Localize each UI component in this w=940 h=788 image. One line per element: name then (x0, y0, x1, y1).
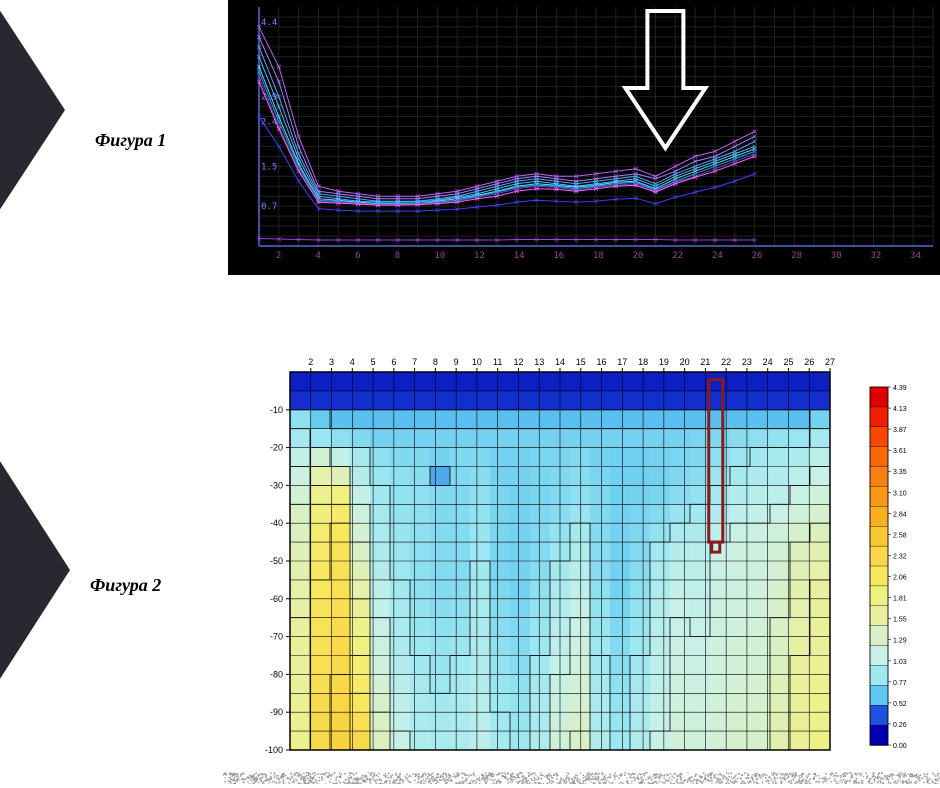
svg-text:6: 6 (391, 357, 396, 367)
svg-text:19: 19 (659, 357, 669, 367)
svg-text:24: 24 (712, 251, 723, 261)
svg-text:30: 30 (831, 251, 842, 261)
svg-text:1.03: 1.03 (893, 659, 907, 666)
svg-text:-70: -70 (270, 632, 283, 642)
svg-text:1.55: 1.55 (893, 617, 907, 624)
svg-text:14: 14 (555, 357, 565, 367)
svg-text:16: 16 (597, 357, 607, 367)
svg-text:4.13: 4.13 (893, 406, 907, 413)
svg-text:5: 5 (371, 357, 376, 367)
svg-text:-60: -60 (270, 594, 283, 604)
decoration-triangle-1 (0, 0, 65, 240)
svg-text:10: 10 (472, 357, 482, 367)
svg-text:3.35: 3.35 (893, 469, 907, 476)
svg-text:3: 3 (329, 357, 334, 367)
svg-text:14: 14 (514, 251, 525, 261)
svg-text:12: 12 (474, 251, 485, 261)
svg-text:13: 13 (534, 357, 544, 367)
svg-text:24: 24 (763, 357, 773, 367)
svg-text:4: 4 (350, 357, 355, 367)
svg-text:28: 28 (791, 251, 802, 261)
svg-text:2.06: 2.06 (893, 575, 907, 582)
svg-text:1.5: 1.5 (261, 162, 277, 172)
svg-text:1.29: 1.29 (893, 638, 907, 645)
svg-text:2.32: 2.32 (893, 553, 907, 560)
figure1-chart: 0.71.52.42.94.42468101214161820222426283… (231, 3, 937, 272)
svg-text:25: 25 (783, 357, 793, 367)
svg-text:-20: -20 (270, 443, 283, 453)
svg-text:18: 18 (638, 357, 648, 367)
svg-text:-30: -30 (270, 480, 283, 490)
figure2-heatmap: 2345678910111213141516171819202122232425… (245, 350, 925, 765)
svg-text:0.52: 0.52 (893, 701, 907, 708)
figure1-label: Фигура 1 (95, 130, 166, 151)
svg-text:-90: -90 (270, 707, 283, 717)
svg-text:21: 21 (700, 357, 710, 367)
svg-text:6: 6 (355, 251, 360, 261)
svg-text:22: 22 (721, 357, 731, 367)
svg-text:16: 16 (553, 251, 564, 261)
figure2-container: 2345678910111213141516171819202122232425… (245, 350, 925, 765)
svg-text:3.10: 3.10 (893, 490, 907, 497)
svg-text:26: 26 (752, 251, 763, 261)
svg-text:2: 2 (276, 251, 281, 261)
svg-text:9: 9 (454, 357, 459, 367)
svg-text:12: 12 (513, 357, 523, 367)
svg-text:17: 17 (617, 357, 627, 367)
svg-text:-40: -40 (270, 518, 283, 528)
svg-text:3.87: 3.87 (893, 427, 907, 434)
svg-text:22: 22 (672, 251, 683, 261)
decoration-strip (222, 772, 940, 784)
svg-text:-100: -100 (265, 745, 283, 755)
svg-text:32: 32 (871, 251, 882, 261)
svg-text:4: 4 (315, 251, 320, 261)
svg-text:11: 11 (493, 357, 502, 367)
svg-text:0.00: 0.00 (893, 743, 907, 750)
svg-text:23: 23 (742, 357, 752, 367)
svg-text:1.81: 1.81 (893, 596, 907, 603)
svg-text:15: 15 (576, 357, 586, 367)
decoration-triangle-2 (0, 430, 70, 710)
svg-text:2.58: 2.58 (893, 532, 907, 539)
svg-text:2.84: 2.84 (893, 511, 907, 518)
svg-text:10: 10 (434, 251, 445, 261)
svg-text:26: 26 (804, 357, 814, 367)
svg-text:8: 8 (433, 357, 438, 367)
svg-text:8: 8 (395, 251, 400, 261)
svg-text:0.77: 0.77 (893, 680, 907, 687)
svg-text:7: 7 (412, 357, 417, 367)
svg-text:2: 2 (308, 357, 313, 367)
svg-text:0.7: 0.7 (261, 202, 277, 212)
svg-text:3.61: 3.61 (893, 448, 907, 455)
svg-text:18: 18 (593, 251, 604, 261)
svg-text:4.39: 4.39 (893, 385, 907, 392)
svg-text:0.26: 0.26 (893, 722, 907, 729)
svg-text:34: 34 (910, 251, 921, 261)
svg-text:27: 27 (825, 357, 835, 367)
figure2-label: Фигура 2 (90, 575, 161, 596)
figure1-container: 0.71.52.42.94.42468101214161820222426283… (228, 0, 940, 275)
svg-text:4.4: 4.4 (261, 18, 277, 28)
svg-text:20: 20 (680, 357, 690, 367)
svg-text:20: 20 (633, 251, 644, 261)
svg-text:-10: -10 (270, 405, 283, 415)
svg-text:-80: -80 (270, 669, 283, 679)
svg-text:-50: -50 (270, 556, 283, 566)
